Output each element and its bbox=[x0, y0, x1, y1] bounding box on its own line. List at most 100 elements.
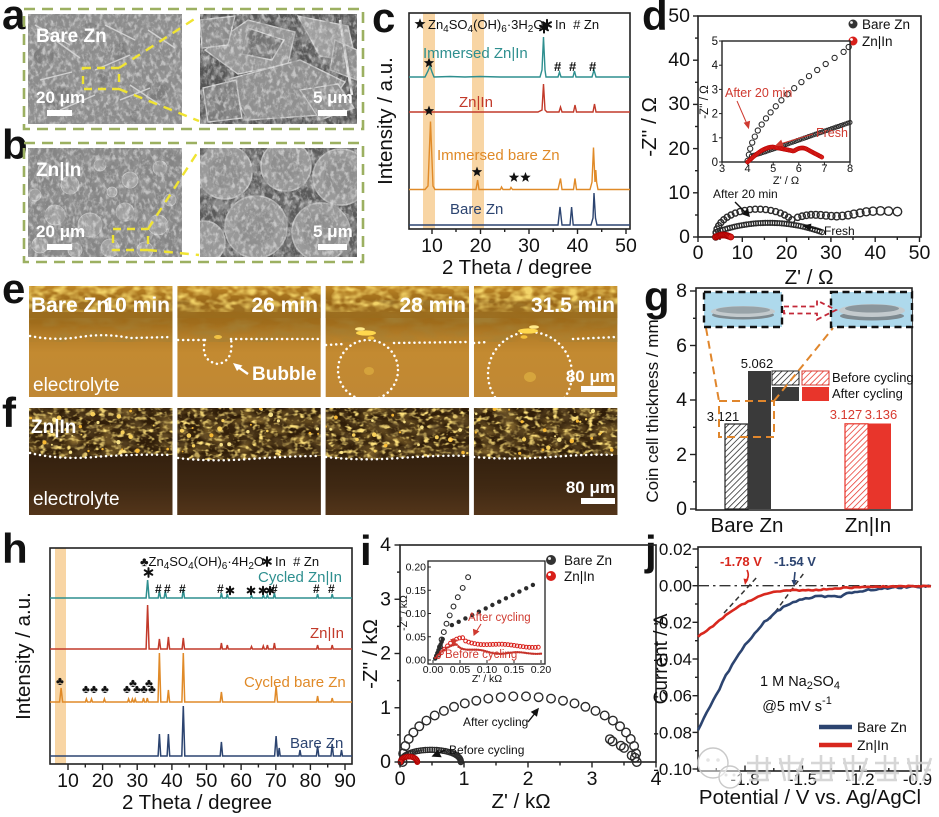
svg-text:Bare Zn: Bare Zn bbox=[36, 26, 107, 47]
svg-text:80 μm: 80 μm bbox=[566, 478, 615, 497]
svg-text:♣: ♣ bbox=[129, 676, 137, 690]
svg-text:4: 4 bbox=[712, 60, 719, 72]
svg-text:0.20: 0.20 bbox=[406, 562, 427, 574]
svg-text:♣: ♣ bbox=[123, 682, 131, 696]
svg-text:#: # bbox=[554, 59, 562, 74]
svg-text:0.02: 0.02 bbox=[659, 540, 692, 559]
svg-text:5.062: 5.062 bbox=[741, 356, 774, 371]
svg-text:2: 2 bbox=[523, 768, 534, 790]
svg-text:0.00: 0.00 bbox=[659, 577, 692, 596]
svg-text:0.05: 0.05 bbox=[406, 631, 427, 643]
svg-text:20: 20 bbox=[776, 242, 798, 264]
svg-text:-Z'' / Ω: -Z'' / Ω bbox=[699, 85, 711, 119]
svg-text:0.20: 0.20 bbox=[531, 664, 552, 676]
svg-text:After cycling: After cycling bbox=[463, 715, 528, 729]
svg-text:@5 mV s-1: @5 mV s-1 bbox=[762, 695, 832, 715]
svg-text:0.10: 0.10 bbox=[406, 608, 427, 620]
svg-text:3: 3 bbox=[380, 588, 391, 610]
svg-text:#: # bbox=[179, 582, 186, 596]
svg-text:1: 1 bbox=[712, 133, 718, 145]
svg-text:0: 0 bbox=[679, 226, 690, 248]
svg-text:Z' / kΩ: Z' / kΩ bbox=[472, 673, 502, 685]
svg-text:50: 50 bbox=[668, 5, 690, 27]
svg-text:♣: ♣ bbox=[145, 676, 153, 690]
svg-text:Bare Zn: Bare Zn bbox=[564, 553, 612, 568]
svg-text:5: 5 bbox=[770, 163, 776, 175]
svg-text:Bare Zn: Bare Zn bbox=[290, 735, 343, 752]
svg-text:3: 3 bbox=[719, 163, 725, 175]
svg-text:Intensity / a.u.: Intensity / a.u. bbox=[12, 592, 35, 720]
svg-text:4: 4 bbox=[380, 535, 391, 556]
svg-text:Bare Zn: Bare Zn bbox=[31, 294, 109, 317]
svg-text:80 μm: 80 μm bbox=[566, 367, 615, 386]
svg-text:Before cycling: Before cycling bbox=[832, 370, 914, 385]
svg-text:-0.02: -0.02 bbox=[653, 613, 692, 632]
svg-text:Zn|In: Zn|In bbox=[857, 737, 889, 753]
svg-text:30: 30 bbox=[820, 242, 842, 264]
svg-text:Z' / Ω: Z' / Ω bbox=[785, 266, 834, 289]
svg-text:Fresh: Fresh bbox=[824, 224, 855, 238]
svg-text:0.05: 0.05 bbox=[450, 664, 471, 676]
svg-text:Cycled Zn|In: Cycled Zn|In bbox=[258, 569, 342, 586]
svg-text:5 μm: 5 μm bbox=[313, 88, 353, 107]
svg-text:40: 40 bbox=[567, 235, 589, 257]
svg-text:Zn|In: Zn|In bbox=[459, 94, 493, 111]
svg-text:6: 6 bbox=[796, 163, 802, 175]
svg-text:♣: ♣ bbox=[90, 682, 98, 696]
svg-text:31.5 min: 31.5 min bbox=[531, 294, 615, 317]
svg-text:#: # bbox=[313, 582, 320, 596]
svg-text:2: 2 bbox=[712, 109, 718, 121]
svg-text:Potential / V vs. Ag/AgCl: Potential / V vs. Ag/AgCl bbox=[699, 786, 921, 809]
svg-text:6: 6 bbox=[676, 335, 687, 357]
svg-text:In # Zn: In # Zn bbox=[275, 554, 319, 569]
svg-text:Bare Zn: Bare Zn bbox=[711, 514, 784, 537]
svg-text:Bare Zn: Bare Zn bbox=[450, 201, 503, 218]
svg-text:-Z'' / Ω: -Z'' / Ω bbox=[640, 97, 661, 157]
svg-text:4: 4 bbox=[651, 768, 662, 790]
svg-text:Current / A: Current / A bbox=[651, 613, 672, 704]
svg-text:Zn4SO4(OH)6·3H2O: Zn4SO4(OH)6·3H2O bbox=[428, 17, 543, 35]
svg-text:2: 2 bbox=[380, 643, 391, 665]
svg-text:-Z'' / kΩ: -Z'' / kΩ bbox=[398, 595, 410, 631]
svg-text:5 μm: 5 μm bbox=[313, 222, 353, 241]
svg-text:0.00: 0.00 bbox=[406, 655, 427, 667]
svg-text:0: 0 bbox=[395, 768, 406, 790]
svg-text:Immersed Zn|In: Immersed Zn|In bbox=[423, 45, 528, 62]
svg-text:40: 40 bbox=[864, 242, 886, 264]
svg-text:#: # bbox=[569, 59, 577, 74]
svg-text:90: 90 bbox=[334, 770, 356, 792]
svg-text:Zn|In: Zn|In bbox=[31, 417, 76, 438]
svg-text:♣Zn4SO4(OH)6·4H2O: ♣Zn4SO4(OH)6·4H2O bbox=[140, 554, 264, 572]
svg-text:0: 0 bbox=[693, 242, 704, 264]
svg-text:♣: ♣ bbox=[82, 682, 90, 696]
svg-text:#: # bbox=[271, 582, 278, 596]
svg-text:Zn|In: Zn|In bbox=[36, 160, 81, 181]
svg-text:3: 3 bbox=[712, 84, 718, 96]
svg-text:-0.06: -0.06 bbox=[653, 687, 692, 706]
svg-text:Z' / kΩ: Z' / kΩ bbox=[491, 790, 550, 813]
svg-text:Before cycling: Before cycling bbox=[445, 649, 517, 661]
svg-text:2: 2 bbox=[676, 444, 687, 466]
svg-text:0: 0 bbox=[380, 751, 391, 773]
svg-text:3.121: 3.121 bbox=[707, 409, 740, 424]
svg-text:1: 1 bbox=[380, 697, 391, 719]
svg-text:80: 80 bbox=[300, 770, 322, 792]
svg-text:60: 60 bbox=[230, 770, 252, 792]
svg-text:70: 70 bbox=[265, 770, 287, 792]
svg-text:Intensity / a.u.: Intensity / a.u. bbox=[374, 57, 397, 185]
svg-text:After 20 min: After 20 min bbox=[713, 187, 778, 201]
svg-text:♣: ♣ bbox=[148, 682, 156, 696]
svg-text:Fresh: Fresh bbox=[816, 126, 848, 140]
svg-text:Cycled bare Zn: Cycled bare Zn bbox=[244, 674, 346, 691]
svg-text:-0.04: -0.04 bbox=[653, 650, 692, 669]
svg-text:-Z'' / kΩ: -Z'' / kΩ bbox=[360, 619, 382, 689]
svg-text:26 min: 26 min bbox=[251, 294, 318, 317]
svg-text:Coin cell thickness / mm: Coin cell thickness / mm bbox=[643, 319, 662, 502]
svg-text:20 μm: 20 μm bbox=[36, 222, 85, 241]
svg-text:Zn|In: Zn|In bbox=[845, 514, 891, 537]
svg-text:Bare Zn: Bare Zn bbox=[857, 719, 907, 735]
svg-text:50: 50 bbox=[909, 242, 931, 264]
svg-text:0.15: 0.15 bbox=[406, 585, 427, 597]
svg-text:2 Theta / degree: 2 Theta / degree bbox=[442, 256, 592, 279]
svg-text:30: 30 bbox=[126, 770, 148, 792]
